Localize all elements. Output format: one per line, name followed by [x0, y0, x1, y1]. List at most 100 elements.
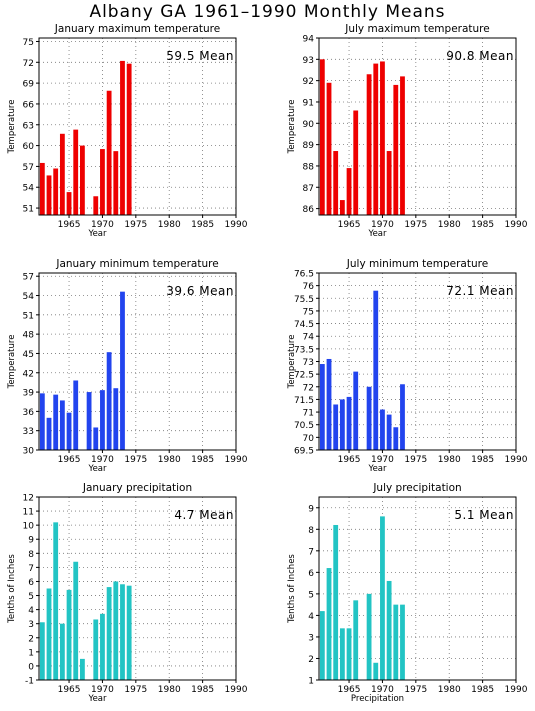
y-tick-label: 2: [308, 655, 314, 665]
bar: [73, 380, 79, 450]
x-axis-label: Year: [368, 464, 388, 474]
y-tick-label: 90: [303, 120, 315, 130]
y-tick-label: 0: [28, 662, 34, 672]
bar: [380, 61, 385, 216]
y-tick-label: 91: [303, 98, 314, 108]
bar: [39, 622, 45, 680]
bar: [113, 581, 119, 680]
bar: [66, 412, 72, 450]
y-tick-label: 3: [28, 620, 34, 630]
bar: [73, 561, 79, 680]
bar: [46, 417, 52, 450]
y-tick-label: 63: [23, 121, 34, 131]
y-axis-label: Temperature: [7, 100, 17, 155]
y-tick-label: 72: [23, 59, 34, 69]
y-tick-label: 74: [303, 333, 315, 343]
bar: [380, 516, 385, 680]
y-tick-label: 8: [308, 526, 314, 536]
bar: [319, 364, 325, 450]
x-tick-label: 1970: [371, 685, 394, 695]
y-axis-label: Tenths of Inches: [287, 554, 297, 624]
mean-label: 90.8 Mean: [446, 49, 514, 63]
bar: [46, 175, 52, 215]
x-tick-label: 1990: [225, 220, 248, 230]
bar: [326, 358, 332, 450]
y-tick-label: 42: [23, 369, 34, 379]
chart-panel: 1 2 3 4 5 6 7 8 9 1965 1970 1975 1980 1985 1990 July pr…: [287, 482, 528, 704]
x-tick-label: 1985: [191, 220, 214, 230]
bar: [326, 568, 332, 680]
x-tick-label: 1990: [505, 685, 528, 695]
y-tick-label: 72: [303, 383, 314, 393]
mean-label: 59.5 Mean: [166, 49, 234, 63]
y-tick-label: 87: [303, 184, 314, 194]
x-tick-label: 1985: [191, 685, 214, 695]
bar: [39, 393, 45, 450]
mean-label: 4.7 Mean: [174, 508, 234, 522]
x-tick-label: 1980: [438, 220, 461, 230]
bar: [66, 192, 72, 215]
x-tick-label: 1980: [158, 455, 181, 465]
bar: [120, 291, 125, 450]
x-tick-label: 1985: [471, 220, 494, 230]
x-tick-label: 1970: [91, 685, 114, 695]
y-tick-label: 92: [303, 77, 314, 87]
plot-frame: [318, 496, 517, 681]
y-tick-label: 76: [303, 282, 315, 292]
plot-frame: [318, 37, 517, 216]
bar: [59, 133, 65, 215]
bar: [53, 522, 59, 680]
y-tick-label: 89: [303, 141, 315, 151]
y-tick-label: 51: [23, 311, 34, 321]
y-tick-label: 54: [23, 292, 35, 302]
bar: [400, 604, 405, 680]
bar: [380, 409, 385, 450]
bar: [353, 371, 359, 450]
y-tick-label: -1: [25, 677, 34, 687]
bar: [346, 628, 352, 680]
bar: [373, 290, 379, 450]
bar: [366, 386, 372, 450]
x-tick-label: 1970: [371, 455, 394, 465]
mean-label: 72.1 Mean: [446, 284, 514, 298]
bar: [333, 524, 339, 680]
bar: [113, 388, 119, 450]
bar: [333, 151, 339, 215]
x-tick-label: 1965: [58, 220, 81, 230]
y-tick-label: 60: [23, 142, 35, 152]
plot-frame: [38, 272, 237, 451]
y-tick-label: 9: [28, 536, 34, 546]
chart-panel: 69.5 70 70.5 71 71.5 72 72.5 73 73.5 74 74.5 75 75.5…: [287, 258, 528, 474]
bar: [366, 593, 372, 680]
y-axis-label: Tenths of Inches: [7, 554, 17, 624]
bar: [39, 162, 45, 215]
y-tick-label: 10: [23, 522, 35, 532]
x-tick-label: 1975: [404, 220, 427, 230]
x-tick-label: 1985: [471, 455, 494, 465]
bar: [93, 196, 99, 215]
bar: [100, 613, 105, 680]
chart-title: July minimum temperature: [346, 258, 488, 270]
bar: [80, 658, 85, 680]
y-tick-label: 30: [23, 447, 35, 457]
bar: [386, 414, 392, 450]
bar: [80, 145, 85, 215]
x-tick-label: 1975: [404, 685, 427, 695]
bar: [400, 384, 405, 450]
bar: [46, 588, 52, 680]
bar: [120, 584, 125, 680]
y-tick-label: 70: [303, 434, 315, 444]
x-tick-label: 1980: [438, 455, 461, 465]
y-tick-label: 1: [308, 677, 314, 687]
bar: [126, 63, 132, 215]
bar: [106, 587, 112, 680]
x-axis-label: Year: [88, 464, 108, 474]
chart-panel: 51 54 57 60 63 66 69 72 75 1965 1970 1975 1980 1985 19…: [7, 23, 248, 239]
bar: [353, 600, 359, 680]
y-tick-label: 57: [23, 273, 34, 283]
y-tick-label: 51: [23, 205, 34, 215]
y-tick-label: 73.5: [294, 345, 314, 355]
bar: [373, 63, 379, 215]
